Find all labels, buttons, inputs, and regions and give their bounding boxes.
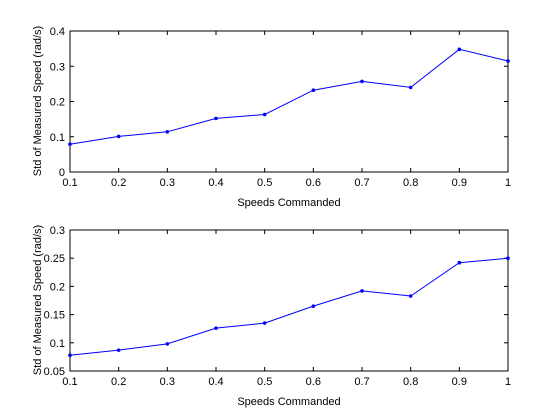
plot-bottom-y-tick-label: 0.05 [44,366,65,378]
plot-top-x-tick-label: 0.8 [403,177,418,189]
plot-top-data-point [262,112,267,117]
plot-bottom-x-tick-label: 0.8 [403,376,418,388]
plot-top-series-line [69,48,509,145]
plot-bottom-data-point [68,353,72,358]
plot-top-y-tick-label: 0.1 [50,132,65,144]
plot-bottom: 0.1 0.2 0.3 0.4 0.5 0.6 0.7 0.8 0.9 10.050.10.150… [32,225,511,408]
plot-top-data-point [457,47,462,52]
plot-bottom-y-tick-label: 0.25 [44,253,65,265]
plot-top-y-tick-label: 0.4 [50,26,65,38]
plot-bottom-data-point [116,348,121,352]
plot-top-x-axis-label: Speeds Commanded [237,197,340,209]
plot-top-data-point [360,79,364,84]
plot-bottom-data-point [214,326,218,330]
plot-top-y-tick-label: 0 [59,167,65,179]
plot-bottom-data-point [408,294,413,298]
plot-bottom-data-point [262,321,267,325]
plot-top-data-point [408,85,413,90]
plot-top-data-point [116,134,121,139]
plot-top-ticks [69,30,509,173]
plot-bottom-data-point [506,256,510,261]
plot-top-x-tick-label: 0.3 [160,177,175,189]
plot-top-x-tick-label: 0.4 [208,177,223,189]
plot-bottom-y-axis-label: Std of Measured Speed (rad/s) [32,225,44,375]
plot-bottom-data-point [311,304,316,308]
plot-bottom-x-axis-label: Speeds Commanded [237,396,340,408]
plot-top-data-point [506,59,510,63]
plot-bottom-x-tick-label: 0.3 [160,376,175,388]
plot-bottom-ticks [69,229,509,372]
plot-top-x-tick-label: 0.1 [62,177,77,189]
plot-bottom-x-tick-label: 0.7 [354,376,369,388]
plot-bottom-y-tick-label: 0.1 [50,338,65,350]
plot-top-y-axis-label: Std of Measured Speed (rad/s) [32,26,44,176]
plot-top-x-tick-label: 0.6 [306,177,321,189]
plot-top: 0.1 0.2 0.3 0.4 0.5 0.6 0.7 0.8 0.9 100.10.20.30.… [32,26,511,209]
plot-top-axes-box [69,30,509,173]
plot-bottom-x-tick-label: 0.4 [208,376,223,388]
plot-bottom-x-tick-label: 0.6 [306,376,321,388]
plot-bottom-x-tick-label: 0.2 [111,376,126,388]
plot-bottom-tick-labels: 0.1 0.2 0.3 0.4 0.5 0.6 0.7 0.8 0.9 10.050.10.150… [44,225,511,388]
plot-bottom-x-tick-label: 0.9 [452,376,467,388]
plot-top-x-tick-label: 0.9 [452,177,467,189]
plot-bottom-x-tick-label: 0.1 [62,376,77,388]
plot-top-tick-labels: 0.1 0.2 0.3 0.4 0.5 0.6 0.7 0.8 0.9 100.10.20.30.… [50,26,511,189]
plot-top-y-tick-label: 0.2 [50,97,65,109]
plot-bottom-data-point [457,260,462,265]
plot-top-x-tick-label: 1 [505,177,511,189]
plot-bottom-data-point [165,342,170,346]
plot-top-x-tick-label: 0.5 [257,177,272,189]
plot-top-y-tick-label: 0.3 [50,61,65,73]
plot-top-x-tick-label: 0.7 [354,177,369,189]
plot-bottom-x-tick-label: 0.5 [257,376,272,388]
plot-top-data-point [165,130,170,134]
plot-bottom-series-line [69,257,509,356]
plot-bottom-y-tick-label: 0.3 [50,225,65,237]
plot-top-data-point [214,116,218,121]
plot-bottom-x-tick-label: 1 [505,376,511,388]
plot-bottom-y-tick-label: 0.2 [50,281,65,293]
plot-top-data-point [311,88,316,93]
plot-top-series [68,47,510,146]
plot-bottom-series [68,256,510,358]
plot-bottom-axes-box [69,229,509,372]
plot-bottom-y-tick-label: 0.15 [44,310,65,322]
plot-bottom-data-point [360,289,364,293]
plot-top-x-tick-label: 0.2 [111,177,126,189]
plot-top-data-point [68,142,72,146]
